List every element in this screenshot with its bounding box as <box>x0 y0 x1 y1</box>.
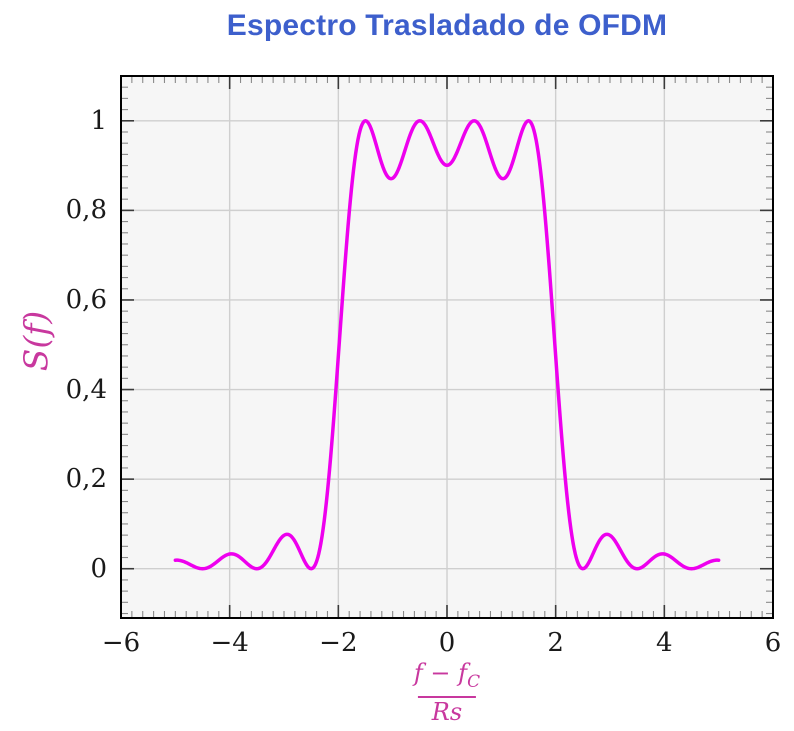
x-tick-label: −6 <box>101 628 141 658</box>
y-tick-label: 1 <box>90 105 107 136</box>
x-axis-label-denominator: Rs <box>431 697 463 726</box>
y-tick-label: 0,2 <box>65 464 107 495</box>
x-tick-label: 6 <box>764 628 782 658</box>
y-tick-label: 0 <box>90 553 107 584</box>
x-tick-label: 4 <box>656 628 673 658</box>
x-tick-label: 2 <box>547 628 564 658</box>
x-tick-label: −2 <box>319 628 358 658</box>
x-tick-label: −4 <box>210 628 249 658</box>
x-axis-label: f − fC Rs <box>414 660 480 725</box>
y-tick-label: 0,6 <box>65 284 107 315</box>
fraction-bar <box>417 695 477 698</box>
y-tick-label: 0,8 <box>65 195 107 226</box>
chart-title: Espectro Trasladado de OFDM <box>226 9 668 42</box>
x-tick-label: 0 <box>438 628 456 658</box>
x-axis-label-numerator: f − fC <box>413 659 481 692</box>
y-axis-label: S(f) <box>16 310 56 372</box>
y-tick-label: 0,4 <box>65 374 107 405</box>
